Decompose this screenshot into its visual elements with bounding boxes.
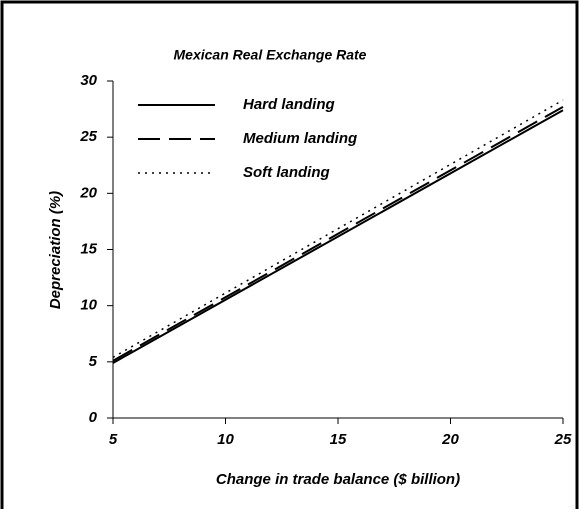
y-axis-label: Depreciation (%) <box>47 191 64 309</box>
line-series <box>112 99 564 358</box>
y-tick-label: 25 <box>79 128 97 145</box>
legend-label: Medium landing <box>243 130 357 147</box>
legend-label: Hard landing <box>243 96 335 113</box>
chart-title: Mexican Real Exchange Rate <box>174 47 367 63</box>
line-series <box>112 109 564 364</box>
y-tick-label: 20 <box>79 184 97 201</box>
line-series <box>112 105 564 362</box>
legend-label: Soft landing <box>243 164 330 181</box>
x-tick-label: 25 <box>554 431 572 448</box>
x-tick-label: 5 <box>109 431 118 448</box>
x-tick-label: 20 <box>441 431 459 448</box>
x-tick-label: 10 <box>217 431 234 448</box>
x-tick-label: 15 <box>330 431 347 448</box>
y-tick-label: 0 <box>89 409 98 426</box>
y-tick-label: 5 <box>89 353 98 370</box>
x-axis-label: Change in trade balance ($ billion) <box>216 471 460 488</box>
y-tick-label: 10 <box>80 297 97 314</box>
y-tick-label: 15 <box>80 240 97 257</box>
y-tick-label: 30 <box>80 72 97 89</box>
